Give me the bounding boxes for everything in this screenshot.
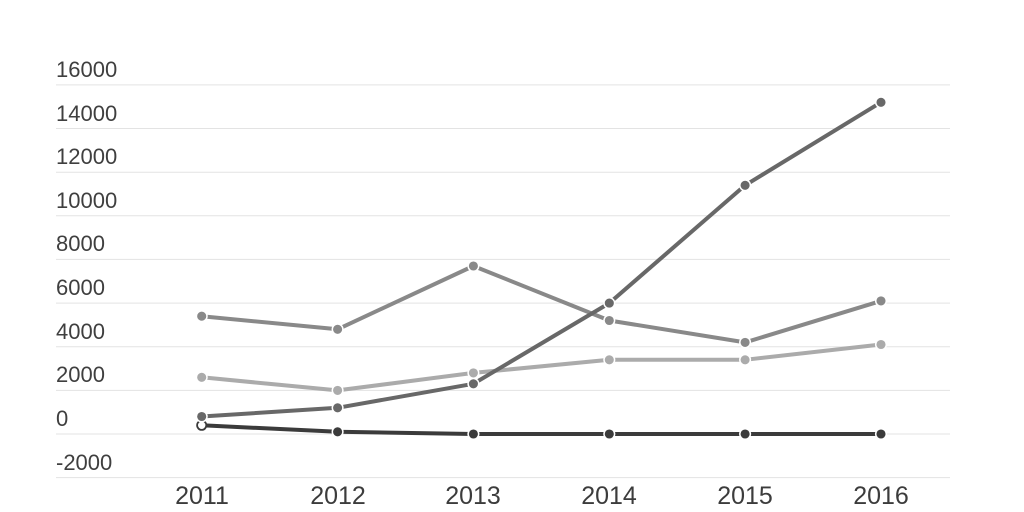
x-tick-label: 2016 bbox=[853, 482, 909, 510]
data-point-black-2013 bbox=[467, 427, 480, 441]
y-tick-label: 16000 bbox=[56, 57, 118, 82]
data-point-light-gray-2011 bbox=[195, 371, 208, 384]
y-tick-label: 4000 bbox=[56, 319, 105, 344]
series-line-medium-gray bbox=[199, 264, 883, 345]
x-tick-label: 2014 bbox=[581, 482, 637, 510]
data-point-medium-gray-2011 bbox=[195, 310, 208, 323]
series-line-light-gray bbox=[199, 342, 883, 393]
y-tick-label: 2000 bbox=[56, 362, 105, 387]
data-point-black-2015 bbox=[739, 427, 752, 441]
y-tick-label: 6000 bbox=[56, 275, 105, 300]
data-point-light-gray-2016 bbox=[874, 338, 888, 351]
data-point-black-2016 bbox=[874, 427, 888, 441]
data-point-light-gray-2013 bbox=[467, 366, 480, 379]
data-point-dark-gray-2013 bbox=[467, 377, 480, 390]
data-point-light-gray-2015 bbox=[739, 353, 752, 366]
x-tick-label: 2015 bbox=[717, 482, 773, 510]
x-tick-label: 2012 bbox=[310, 482, 366, 510]
data-point-medium-gray-2013 bbox=[467, 259, 480, 273]
data-point-dark-gray-2011 bbox=[195, 410, 208, 423]
data-point-dark-gray-2016 bbox=[874, 96, 888, 109]
y-tick-label: 14000 bbox=[56, 101, 118, 126]
data-point-medium-gray-2015 bbox=[739, 336, 752, 349]
data-point-medium-gray-2016 bbox=[874, 294, 888, 307]
y-tick-label: 8000 bbox=[56, 231, 105, 256]
x-tick-label: 2011 bbox=[175, 482, 229, 510]
series-line-black bbox=[199, 423, 883, 436]
y-tick-label: -2000 bbox=[56, 450, 113, 475]
y-tick-label: 10000 bbox=[56, 188, 118, 213]
data-point-medium-gray-2014 bbox=[603, 314, 616, 327]
data-point-medium-gray-2012 bbox=[331, 323, 344, 336]
data-point-dark-gray-2015 bbox=[739, 179, 752, 192]
y-tick-label: 12000 bbox=[56, 144, 118, 169]
series-line-dark-gray bbox=[199, 100, 883, 419]
data-point-dark-gray-2014 bbox=[603, 297, 616, 310]
data-point-light-gray-2014 bbox=[603, 353, 616, 366]
data-point-black-2014 bbox=[603, 427, 616, 441]
data-point-black-2012 bbox=[331, 425, 344, 438]
x-tick-label: 2013 bbox=[445, 482, 501, 510]
data-point-light-gray-2012 bbox=[331, 384, 344, 397]
y-tick-label: 0 bbox=[56, 406, 69, 431]
data-point-dark-gray-2012 bbox=[331, 401, 344, 414]
